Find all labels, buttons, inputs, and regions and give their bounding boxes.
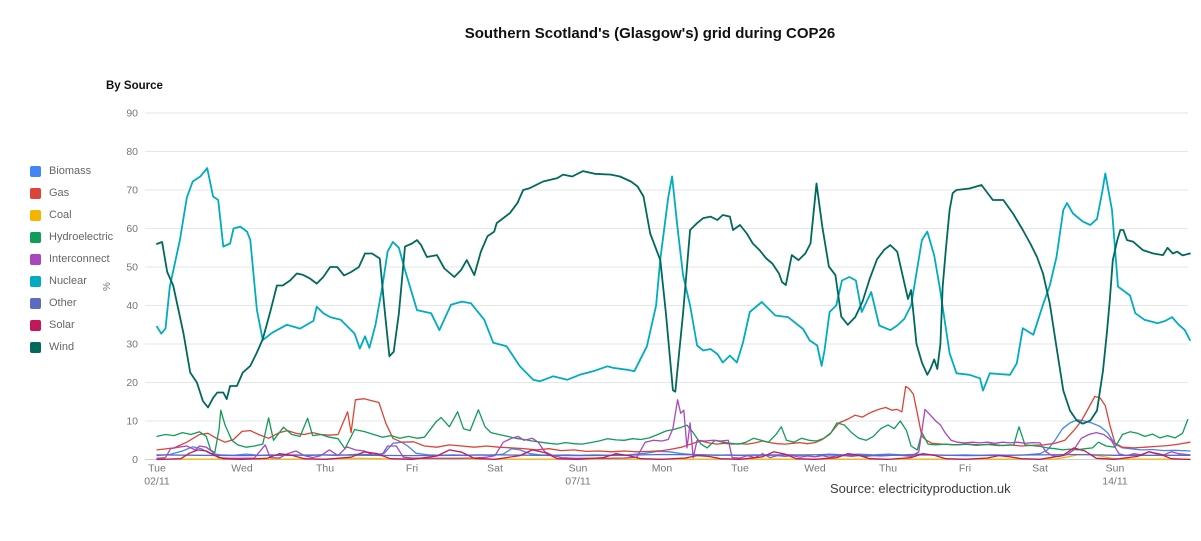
x-axis-tick-label: Wed: [804, 463, 826, 475]
series-line-hydroelectric: [156, 409, 1189, 454]
legend-item-label: Coal: [49, 209, 72, 221]
x-axis-tick-label: Sat: [1032, 463, 1048, 475]
legend-item-solar[interactable]: Solar: [30, 314, 113, 336]
legend-swatch-icon: [30, 209, 41, 221]
x-axis-tick-sublabel: 07/11: [565, 476, 591, 488]
legend-item-wind[interactable]: Wind: [30, 336, 113, 358]
x-axis-tick-sublabel: 02/11: [144, 476, 170, 488]
y-axis-tick-label: 0: [132, 454, 138, 466]
chart-title: Southern Scotland's (Glasgow's) grid dur…: [464, 25, 836, 42]
series-line-wind: [156, 170, 1191, 425]
legend-item-label: Gas: [49, 187, 70, 199]
series-line-nuclear: [156, 167, 1191, 392]
legend-item-label: Hydroelectric: [49, 231, 114, 243]
legend-swatch-icon: [30, 231, 41, 243]
legend-item-coal[interactable]: Coal: [30, 204, 113, 226]
y-axis-tick-label: 60: [126, 223, 138, 235]
y-axis-tick-label: 40: [126, 300, 138, 312]
legend-swatch-icon: [30, 187, 41, 199]
x-axis-tick-label: Thu: [316, 463, 334, 475]
x-axis-tick-label: Mon: [652, 463, 673, 475]
legend-item-label: Nuclear: [49, 275, 87, 287]
series-line-gas: [156, 385, 1191, 453]
legend-swatch-icon: [30, 319, 41, 331]
y-axis-tick-label: 10: [126, 416, 138, 428]
legend: Biomass Gas Coal Hydroelectric Interconnect N…: [30, 160, 113, 358]
legend-swatch-icon: [30, 165, 41, 177]
y-axis-tick-label: 50: [126, 262, 138, 274]
legend-swatch-icon: [30, 341, 41, 353]
legend-item-label: Interconnect: [49, 253, 110, 265]
x-axis-tick-label: Tue: [731, 463, 749, 475]
x-axis-tick-label: Fri: [406, 463, 418, 475]
y-axis-tick-label: 30: [126, 339, 138, 351]
legend-item-other[interactable]: Other: [30, 292, 113, 314]
x-axis-tick-label: Fri: [959, 463, 971, 475]
series-line-solar: [156, 447, 1191, 461]
x-axis-tick-label: Sun: [569, 463, 588, 475]
chart-subtitle: By Source: [106, 80, 163, 92]
x-axis-tick-label: Sun: [1106, 463, 1125, 475]
y-axis-tick-label: 20: [126, 377, 138, 389]
series-line-other: [156, 453, 1191, 457]
y-axis-tick-label: 90: [126, 108, 138, 120]
x-axis-tick-label: Thu: [879, 463, 897, 475]
legend-item-label: Solar: [49, 319, 75, 331]
source-note: Source: electricityproduction.uk: [830, 481, 1011, 496]
x-axis-tick-label: Wed: [231, 463, 253, 475]
legend-item-biomass[interactable]: Biomass: [30, 160, 113, 182]
legend-item-label: Other: [49, 297, 77, 309]
legend-swatch-icon: [30, 275, 41, 287]
legend-item-gas[interactable]: Gas: [30, 182, 113, 204]
legend-swatch-icon: [30, 297, 41, 309]
legend-item-hydroelectric[interactable]: Hydroelectric: [30, 226, 113, 248]
legend-item-interconnect[interactable]: Interconnect: [30, 248, 113, 270]
x-axis-tick-label: Tue: [148, 463, 166, 475]
x-axis-tick-sublabel: 14/11: [1102, 476, 1128, 488]
y-axis-tick-label: 70: [126, 185, 138, 197]
legend-item-label: Wind: [49, 341, 75, 353]
y-axis-tick-label: 80: [126, 146, 138, 158]
legend-item-label: Biomass: [49, 165, 92, 177]
series-line-coal: [156, 453, 1191, 460]
legend-item-nuclear[interactable]: Nuclear: [30, 270, 113, 292]
legend-swatch-icon: [30, 253, 41, 265]
x-axis-tick-label: Sat: [487, 463, 503, 475]
